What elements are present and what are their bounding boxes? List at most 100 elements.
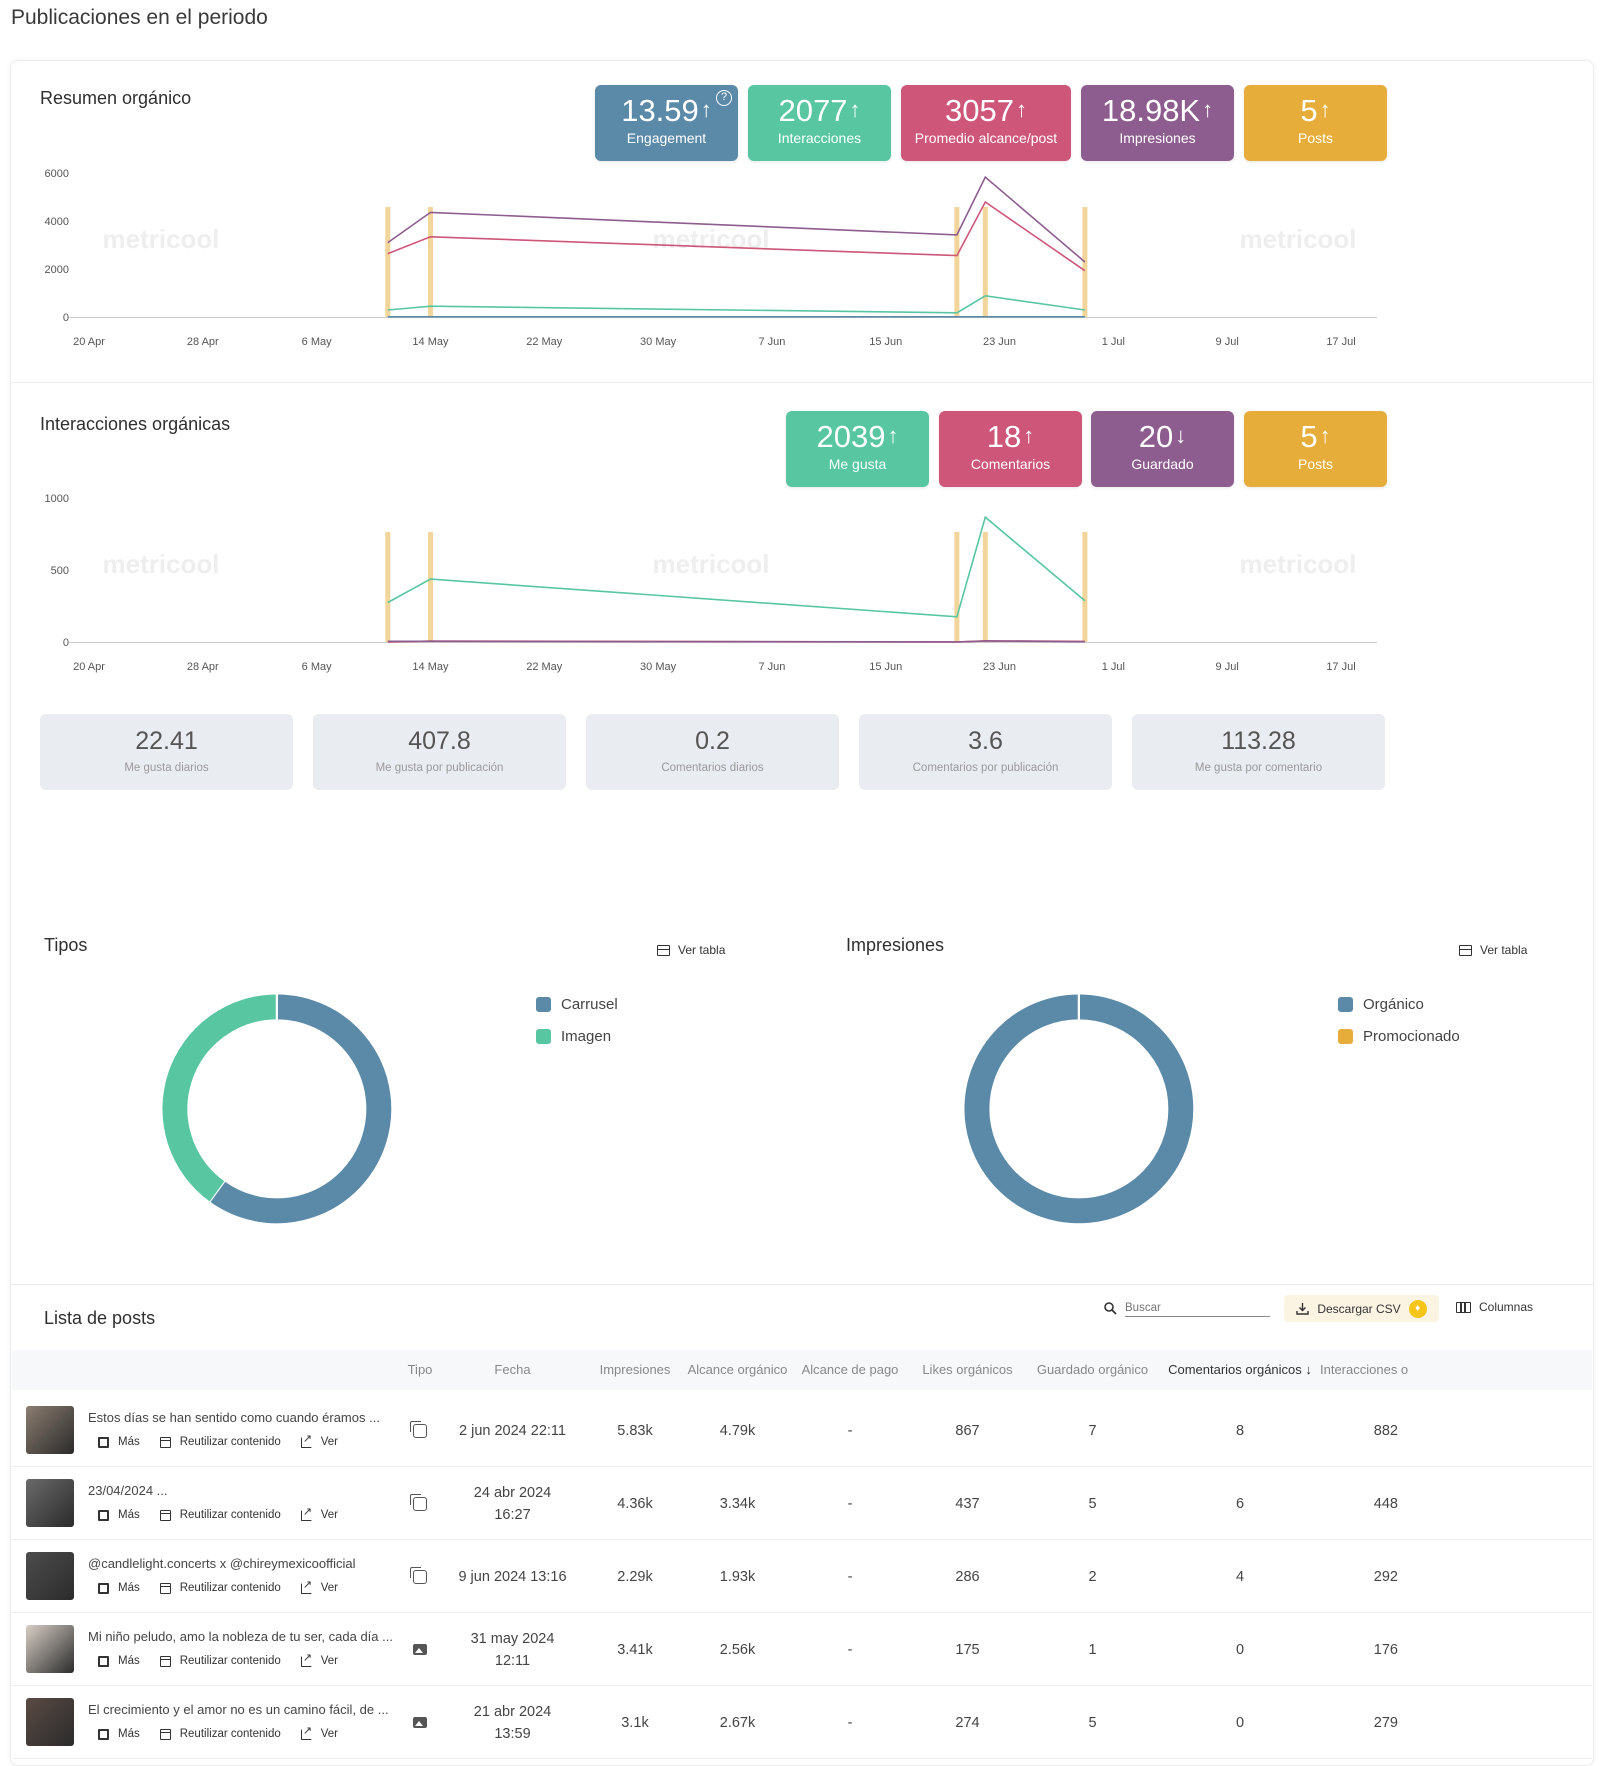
- impresiones-ver-tabla-button[interactable]: Ver tabla: [1459, 943, 1527, 957]
- view-button[interactable]: Ver: [300, 1578, 338, 1594]
- donut-slice-orgánico[interactable]: [964, 994, 1194, 1224]
- x-tick-label: 1 Jul: [1102, 661, 1125, 673]
- calendar-icon: [159, 1436, 171, 1448]
- x-tick-label: 14 May: [412, 336, 449, 348]
- post-caption: El crecimiento y el amor no es un camino…: [88, 1702, 389, 1717]
- kpi-posts: 5↑ Posts: [1244, 85, 1387, 161]
- table-row[interactable]: Mi niño peludo, amo la nobleza de tu ser…: [12, 1613, 1592, 1686]
- cell-comments: 6: [1165, 1467, 1315, 1540]
- column-header[interactable]: Alcance orgánico: [687, 1362, 788, 1377]
- calendar-icon: [159, 1582, 171, 1594]
- cell-value: -: [847, 1568, 853, 1585]
- column-header[interactable]: Impresiones: [599, 1362, 671, 1377]
- legend-item-orgánico[interactable]: Orgánico: [1338, 988, 1460, 1020]
- column-header[interactable]: Guardado orgánico: [1036, 1362, 1149, 1377]
- view-button[interactable]: Ver: [300, 1505, 338, 1521]
- search-input[interactable]: [1125, 1300, 1270, 1317]
- legend-swatch: [536, 1028, 551, 1044]
- post-thumbnail[interactable]: [26, 1406, 74, 1454]
- post-marker[interactable]: [982, 207, 988, 317]
- view-button[interactable]: Ver: [300, 1724, 338, 1740]
- x-tick-label: 30 May: [640, 661, 677, 673]
- column-header[interactable]: Comentarios orgánicos ↓: [1168, 1362, 1312, 1377]
- kpi-label: Promedio alcance/post: [914, 130, 1058, 146]
- post-marker[interactable]: [427, 207, 433, 317]
- stat-value: 22.41: [135, 727, 198, 755]
- x-tick-label: 9 Jul: [1216, 336, 1239, 348]
- kpi-value: 20: [1138, 419, 1174, 454]
- stat-card: 0.2 Comentarios diarios: [586, 714, 839, 790]
- reuse-content-button[interactable]: Reutilizar contenido: [159, 1436, 281, 1448]
- post-caption: Estos días se han sentido como cuando ér…: [88, 1410, 380, 1425]
- column-header[interactable]: Likes orgánicos: [922, 1362, 1013, 1377]
- post-thumbnail[interactable]: [26, 1479, 74, 1527]
- cell-likes: 175: [915, 1613, 1020, 1686]
- view-button[interactable]: Ver: [300, 1651, 338, 1667]
- post-marker[interactable]: [1082, 532, 1088, 642]
- arrow-up-icon: ↑: [1319, 97, 1331, 122]
- y-tick-label: 0: [63, 312, 69, 324]
- legend-item-carrusel[interactable]: Carrusel: [536, 988, 618, 1020]
- carousel-icon: [410, 1493, 427, 1511]
- columns-button[interactable]: Columnas: [1456, 1300, 1533, 1314]
- post-marker[interactable]: [982, 532, 988, 642]
- table-row[interactable]: @candlelight.concerts x @chireymexicooff…: [12, 1540, 1592, 1613]
- more-button[interactable]: Más: [98, 1582, 140, 1594]
- watermark: metricool: [1239, 549, 1356, 579]
- post-caption: @candlelight.concerts x @chireymexicooff…: [88, 1556, 356, 1571]
- post-thumbnail[interactable]: [26, 1698, 74, 1746]
- reuse-content-button[interactable]: Reutilizar contenido: [159, 1655, 281, 1667]
- cell-type: [400, 1686, 440, 1759]
- reuse-content-button[interactable]: Reutilizar contenido: [159, 1728, 281, 1740]
- legend-item-promocionado[interactable]: Promocionado: [1338, 1020, 1460, 1052]
- cell-value: 279: [1373, 1714, 1398, 1731]
- watermark: metricool: [102, 549, 219, 579]
- post-marker[interactable]: [385, 532, 391, 642]
- cell-saved: 5: [1030, 1686, 1155, 1759]
- legend-item-imagen[interactable]: Imagen: [536, 1020, 618, 1052]
- cell-value: 7: [1088, 1422, 1097, 1439]
- cell-date: 31 may 2024 12:11: [455, 1613, 570, 1686]
- x-tick-label: 7 Jun: [758, 661, 785, 673]
- table-row[interactable]: 23/04/2024 ... Más Reutilizar contenido Ver…: [12, 1467, 1592, 1540]
- reuse-content-button[interactable]: Reutilizar contenido: [159, 1509, 281, 1521]
- cell-saved: 5: [1030, 1467, 1155, 1540]
- post-marker[interactable]: [954, 207, 960, 317]
- download-csv-button[interactable]: Descargar CSV ♦: [1284, 1295, 1439, 1322]
- legend-swatch: [1338, 996, 1353, 1012]
- x-tick-label: 22 May: [526, 661, 563, 673]
- more-icon: [98, 1728, 109, 1740]
- post-thumbnail[interactable]: [26, 1552, 74, 1600]
- more-button[interactable]: Más: [98, 1655, 140, 1667]
- post-marker[interactable]: [385, 207, 391, 317]
- more-button[interactable]: Más: [98, 1436, 140, 1448]
- post-marker[interactable]: [1082, 207, 1088, 317]
- column-header[interactable]: Fecha: [494, 1362, 531, 1377]
- more-button[interactable]: Más: [98, 1728, 140, 1740]
- series-line-2: [387, 294, 1086, 314]
- view-button[interactable]: Ver: [300, 1432, 338, 1448]
- interactions-line-chart: 1000 500 0 20 Apr 28 Apr 6 May 14 May 22 May 30 …: [45, 493, 1377, 673]
- donut-slice-carrusel[interactable]: [209, 994, 392, 1224]
- tipos-ver-tabla-button[interactable]: Ver tabla: [657, 943, 725, 957]
- table-row[interactable]: El crecimiento y el amor no es un camino…: [12, 1686, 1592, 1759]
- cell-value: 2: [1088, 1568, 1097, 1585]
- post-thumbnail[interactable]: [26, 1625, 74, 1673]
- help-icon[interactable]: ?: [716, 90, 732, 106]
- arrow-up-icon: ↑: [1023, 423, 1035, 448]
- cell-value: 8: [1235, 1422, 1245, 1439]
- y-tick-label: 6000: [45, 168, 69, 180]
- kpi-label: Me gusta: [828, 456, 887, 472]
- post-marker[interactable]: [427, 532, 433, 642]
- carousel-icon: [410, 1566, 427, 1584]
- post-marker[interactable]: [954, 532, 960, 642]
- table-row[interactable]: Estos días se han sentido como cuando ér…: [12, 1394, 1592, 1467]
- column-header[interactable]: Tipo: [407, 1362, 433, 1377]
- x-tick-label: 20 Apr: [73, 336, 105, 348]
- more-button[interactable]: Más: [98, 1509, 140, 1521]
- donut-slice-imagen[interactable]: [162, 994, 278, 1202]
- arrow-up-icon: ↑: [1202, 97, 1214, 122]
- reuse-content-button[interactable]: Reutilizar contenido: [159, 1582, 281, 1594]
- column-header[interactable]: Interacciones o: [1320, 1362, 1409, 1377]
- column-header[interactable]: Alcance de pago: [801, 1362, 899, 1377]
